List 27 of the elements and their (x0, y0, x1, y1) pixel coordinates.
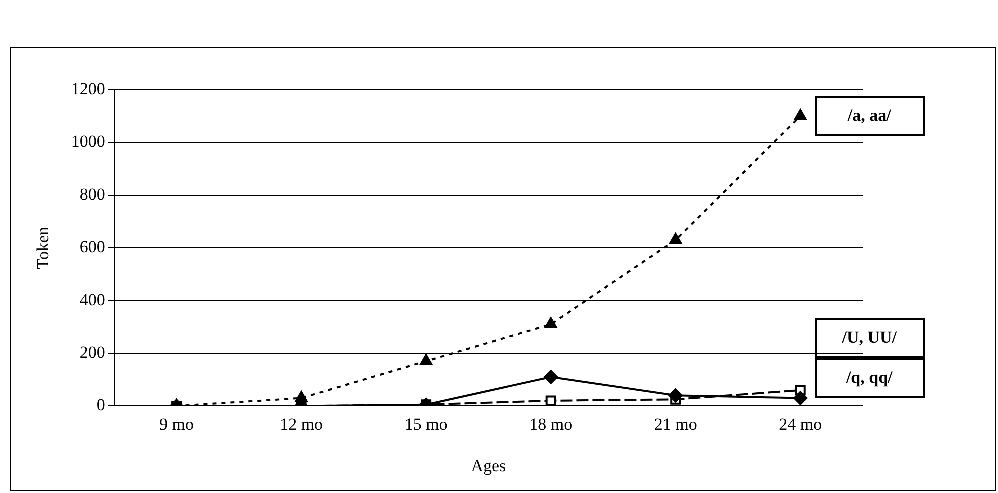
label-frame: /a, aa/ (814, 96, 925, 136)
point (670, 233, 682, 244)
point (544, 318, 558, 329)
x-tick-label: 15 mo (404, 414, 448, 434)
x-tick-label: 24 mo (779, 414, 822, 434)
x-tick-label: 9 mo (160, 414, 194, 434)
y-tick-label: 400 (80, 290, 106, 310)
point (794, 391, 808, 406)
label-frame: /q, qq/ (814, 358, 925, 398)
label-frame: /U, UU/ (814, 318, 925, 358)
point (544, 370, 558, 384)
y-tick-label: 1200 (71, 79, 106, 98)
point (794, 109, 807, 120)
y-tick-label: 200 (80, 342, 106, 362)
x-axis-title: Ages (471, 456, 506, 476)
y-tick-label: 800 (80, 184, 106, 204)
y-axis-title: Token (34, 226, 53, 270)
y-tick-label: 1000 (71, 132, 106, 152)
point (295, 391, 308, 402)
x-tick-label: 12 mo (280, 414, 324, 434)
x-tick-label: 21 mo (654, 414, 698, 434)
x-tick-label: 18 mo (530, 414, 573, 434)
point (668, 388, 683, 403)
point (420, 354, 433, 366)
y-tick-label: 0 (96, 396, 106, 415)
point (546, 396, 556, 406)
y-tick-label: 600 (80, 238, 106, 257)
